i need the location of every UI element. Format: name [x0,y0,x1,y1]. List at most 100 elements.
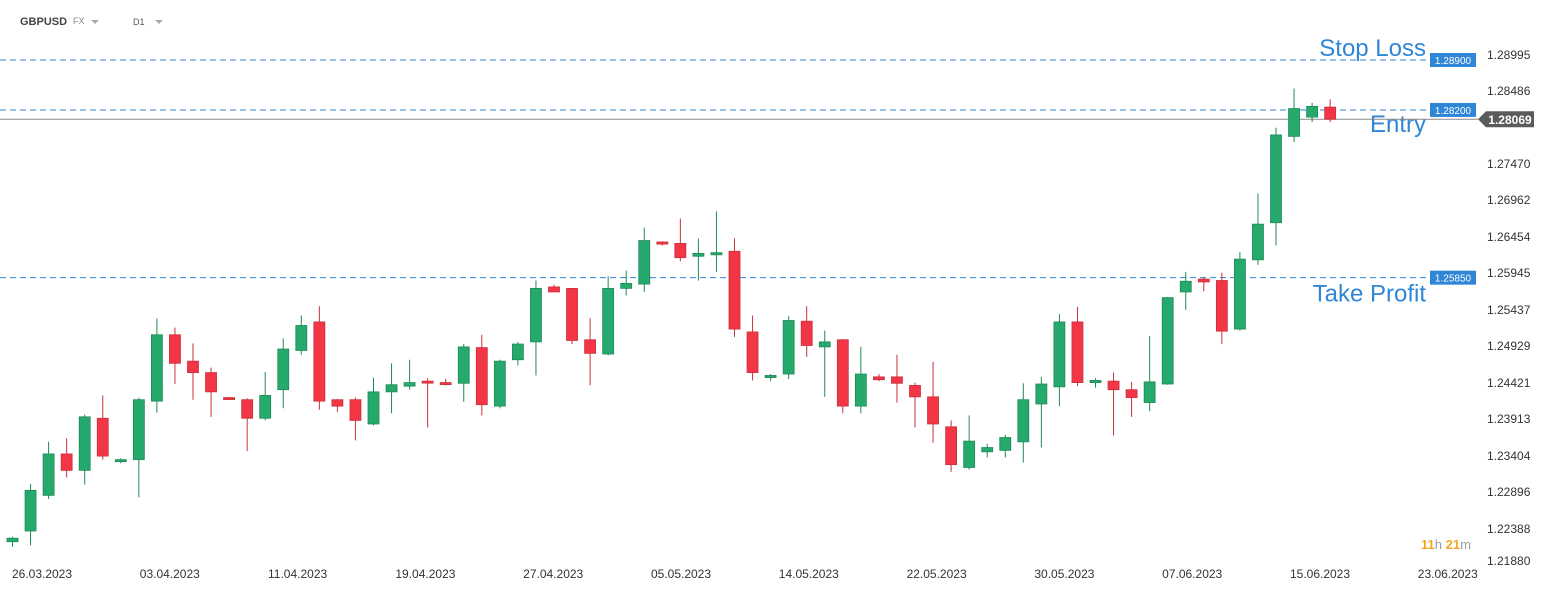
candle-body [313,321,326,402]
candle-body [530,287,542,343]
candle[interactable] [1288,88,1300,143]
candle[interactable] [295,315,308,355]
candle[interactable] [1215,272,1228,345]
candle[interactable] [114,458,127,464]
x-tick-label: 14.05.2023 [779,567,839,581]
candle[interactable] [800,306,813,357]
candle[interactable] [1125,381,1138,417]
candle[interactable] [764,374,777,382]
candle[interactable] [602,276,615,356]
candle-body [1053,321,1066,388]
chevron-down-icon[interactable] [155,20,163,24]
candle[interactable] [620,270,633,296]
candle[interactable] [169,327,181,385]
candle[interactable] [710,211,723,272]
candle[interactable] [1017,383,1030,463]
candle[interactable] [277,338,290,409]
candle[interactable] [421,378,434,428]
candle[interactable] [475,334,488,416]
candle[interactable] [457,344,470,402]
timeframe-selector[interactable]: D1 [133,17,145,27]
candle[interactable] [331,398,344,412]
candle-body [1197,278,1210,283]
candle-body [620,282,633,289]
candle[interactable] [512,341,524,366]
candle[interactable] [42,441,55,499]
market-label[interactable]: FX [73,16,85,26]
candle-body [1270,134,1282,224]
candle[interactable] [493,359,506,409]
candle[interactable] [1089,378,1102,388]
candle[interactable] [24,483,37,546]
symbol-selector[interactable]: GBPUSD [20,16,68,28]
time-axis[interactable]: 26.03.2023 03.04.2023 11.04.2023 19.04.2023… [12,567,1478,581]
candle-body [421,380,434,384]
candle[interactable] [854,346,867,414]
y-tick-label: 1.26962 [1487,193,1531,207]
candle[interactable] [584,318,596,386]
candle[interactable] [60,438,73,478]
candle[interactable] [6,536,19,547]
candle[interactable] [1306,102,1318,123]
candle[interactable] [927,361,939,443]
x-tick-label: 19.04.2023 [395,567,455,581]
candle[interactable] [746,315,759,381]
candle-body [638,240,651,285]
candle[interactable] [1107,372,1120,436]
candle[interactable] [891,354,903,403]
candle[interactable] [259,371,272,421]
candle[interactable] [1161,296,1174,385]
candle[interactable] [1143,336,1156,412]
candle[interactable] [692,238,705,281]
x-tick-label: 23.06.2023 [1418,567,1478,581]
candle[interactable] [548,284,560,293]
candle[interactable] [818,330,831,397]
candle[interactable] [150,318,163,413]
candle[interactable] [78,414,91,485]
candle[interactable] [313,306,326,410]
candle[interactable] [1071,306,1084,387]
candle[interactable] [1324,99,1337,123]
countdown-minutes-unit: m [1460,537,1471,552]
candle[interactable] [530,280,542,376]
candle[interactable] [241,398,254,452]
candle[interactable] [981,443,994,458]
candle-body [656,241,669,245]
candle[interactable] [1252,193,1264,265]
candle[interactable] [999,434,1012,458]
candle-body [674,243,687,259]
candle[interactable] [873,374,885,382]
candle[interactable] [349,397,362,441]
candle[interactable] [566,287,578,345]
candle[interactable] [205,367,217,417]
y-tick-label: 1.26454 [1487,230,1531,244]
candle[interactable] [638,227,651,292]
candle[interactable] [1270,127,1282,246]
candle[interactable] [1053,314,1066,407]
candle[interactable] [945,420,957,472]
candle[interactable] [728,238,741,337]
candle-body [963,440,976,468]
candle[interactable] [403,359,416,390]
candle[interactable] [1179,271,1192,310]
candle[interactable] [132,397,145,498]
price-axis[interactable]: 1.28995 1.28486 1.27470 1.26962 1.26454 1.259… [1487,48,1531,568]
chevron-down-icon[interactable] [91,20,99,24]
candle[interactable] [439,379,452,386]
candle[interactable] [187,343,199,400]
candle[interactable] [223,396,236,400]
candle[interactable] [1197,276,1210,292]
candle[interactable] [836,339,849,414]
candle[interactable] [963,415,976,470]
candle[interactable] [367,377,380,426]
candle-body [1288,108,1300,137]
candle[interactable] [656,241,669,246]
candle[interactable] [96,395,109,460]
candle[interactable] [909,382,921,428]
candle[interactable] [782,316,795,380]
candle[interactable] [1234,251,1246,331]
candle[interactable] [1035,376,1048,448]
candle[interactable] [385,363,398,414]
candle[interactable] [674,218,687,262]
